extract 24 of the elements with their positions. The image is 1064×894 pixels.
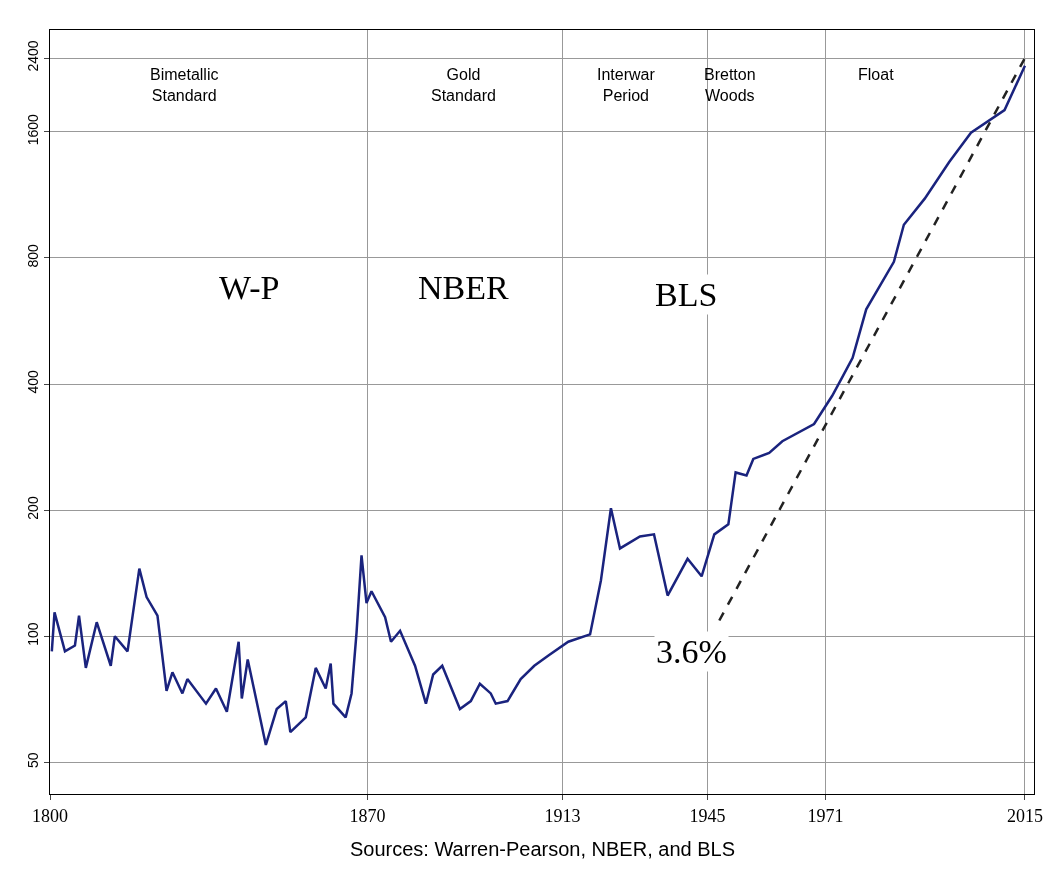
- annotation: BLS: [655, 276, 718, 313]
- annotation: NBER: [418, 269, 509, 306]
- x-tick-label: 1945: [689, 805, 726, 826]
- x-tick-label: 2015: [1006, 805, 1043, 826]
- x-tick-label: 1913: [544, 805, 581, 826]
- y-tick-label: 800: [25, 243, 42, 268]
- annotation: Interwar Period: [597, 66, 656, 104]
- y-tick-label: 1600: [25, 113, 42, 146]
- y-tick-label: 50: [25, 752, 42, 768]
- x-tick-label: 1870: [349, 805, 386, 826]
- annotation: W-P: [219, 269, 280, 306]
- line-series: [50, 64, 1027, 747]
- annotation: Gold Standard: [431, 66, 496, 104]
- annotation: Float: [858, 66, 895, 83]
- annotation: Bretton Woods: [704, 66, 756, 104]
- annotation: Bimetallic Standard: [150, 66, 219, 104]
- y-tick-label: 2400: [25, 40, 42, 72]
- y-tick-label: 100: [25, 622, 42, 646]
- y-tick-label: 200: [25, 496, 42, 520]
- annotation: 3.6%: [656, 633, 727, 670]
- x-tick-label: 1800: [32, 805, 68, 826]
- y-tick-label: 400: [25, 370, 42, 394]
- x-tick-label: 1971: [807, 805, 844, 826]
- source-note: Sources: Warren-Pearson, NBER, and BLS: [350, 838, 735, 860]
